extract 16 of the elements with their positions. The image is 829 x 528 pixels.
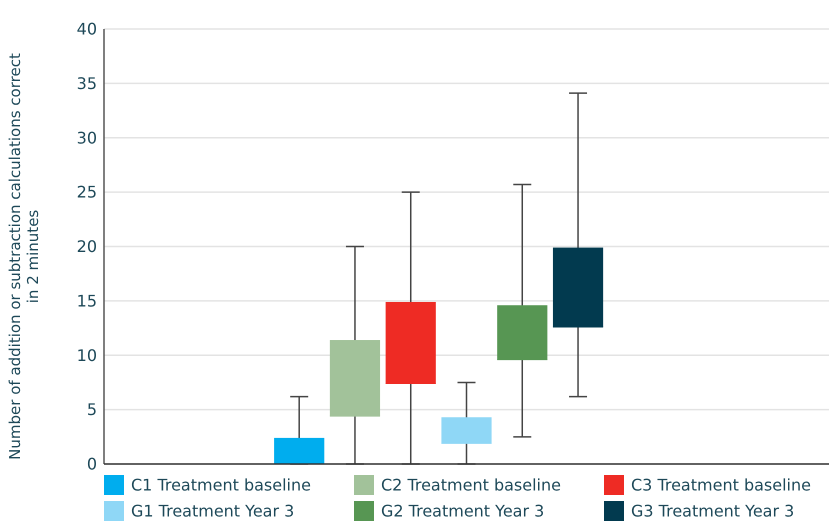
y-tick-label: 40	[76, 20, 97, 39]
legend-label: C2 Treatment baseline	[381, 476, 561, 495]
legend-label: C1 Treatment baseline	[131, 476, 311, 495]
legend-label: G1 Treatment Year 3	[131, 502, 294, 521]
y-tick-label: 25	[76, 182, 97, 202]
y-axis-title: Number of addition or subtraction calculations correct in 2 minutes	[6, 53, 42, 460]
y-tick-label: 15	[76, 291, 97, 310]
y-tick-label: 20	[76, 237, 97, 256]
y-tick-label: 30	[76, 128, 97, 148]
legend-label: G3 Treatment Year 3	[631, 502, 794, 521]
y-tick-label: 10	[76, 346, 97, 365]
y-tick-label: 35	[76, 74, 97, 93]
y-tick-label: 5	[86, 400, 97, 420]
y-tick-label: 0	[86, 454, 97, 474]
legend-label: G2 Treatment Year 3	[381, 502, 544, 521]
legend-label: C3 Treatment baseline	[631, 476, 811, 495]
